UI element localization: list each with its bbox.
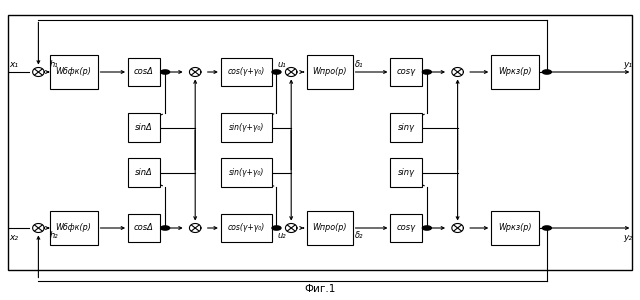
Circle shape [543, 226, 552, 230]
Text: cosγ: cosγ [397, 224, 416, 232]
Bar [221, 214, 272, 242]
Text: h₂: h₂ [50, 231, 58, 240]
Bar [8, 15, 632, 270]
Circle shape [161, 70, 170, 74]
Text: y₁: y₁ [623, 60, 632, 69]
Text: δ₁: δ₁ [355, 60, 363, 69]
Bar [128, 58, 160, 86]
Text: sinΔ: sinΔ [135, 123, 153, 132]
Bar [492, 211, 540, 245]
Text: Wбфк(p): Wбфк(p) [56, 68, 92, 76]
Circle shape [422, 226, 431, 230]
Bar [307, 55, 353, 89]
Text: y₂: y₂ [623, 232, 632, 242]
Text: x₁: x₁ [9, 60, 18, 69]
Text: cosΔ: cosΔ [134, 224, 154, 232]
Text: cosΔ: cosΔ [134, 68, 154, 76]
Text: δ₂: δ₂ [355, 231, 363, 240]
Text: Wбфк(p): Wбфк(p) [56, 224, 92, 232]
Circle shape [272, 226, 281, 230]
Text: Wркз(p): Wркз(p) [499, 224, 532, 232]
Circle shape [272, 70, 281, 74]
Bar [390, 58, 422, 86]
Circle shape [161, 226, 170, 230]
Text: x₂: x₂ [9, 232, 18, 242]
Text: sinΔ: sinΔ [135, 168, 153, 177]
Bar [50, 211, 98, 245]
Text: sin(γ+γ₀): sin(γ+γ₀) [228, 123, 264, 132]
Bar [221, 158, 272, 187]
Text: sinγ: sinγ [398, 168, 415, 177]
Text: cosγ: cosγ [397, 68, 416, 76]
Bar [50, 55, 98, 89]
Text: Фиг.1: Фиг.1 [304, 284, 336, 295]
Text: Wпро(p): Wпро(p) [312, 224, 347, 232]
Text: Wпро(p): Wпро(p) [312, 68, 347, 76]
Bar [221, 58, 272, 86]
Bar [390, 113, 422, 142]
Circle shape [543, 70, 552, 74]
Bar [492, 55, 540, 89]
Text: sinγ: sinγ [398, 123, 415, 132]
Text: u₂: u₂ [278, 231, 286, 240]
Bar [390, 158, 422, 187]
Bar [390, 214, 422, 242]
Text: cos(γ+γ₀): cos(γ+γ₀) [228, 68, 265, 76]
Bar [307, 211, 353, 245]
Text: h₁: h₁ [50, 60, 58, 69]
Text: sin(γ+γ₀): sin(γ+γ₀) [228, 168, 264, 177]
Bar [221, 113, 272, 142]
Bar [128, 158, 160, 187]
Circle shape [422, 70, 431, 74]
Text: cos(γ+γ₀): cos(γ+γ₀) [228, 224, 265, 232]
Text: u₁: u₁ [278, 60, 286, 69]
Bar [128, 214, 160, 242]
Text: Wркз(p): Wркз(p) [499, 68, 532, 76]
Bar [128, 113, 160, 142]
